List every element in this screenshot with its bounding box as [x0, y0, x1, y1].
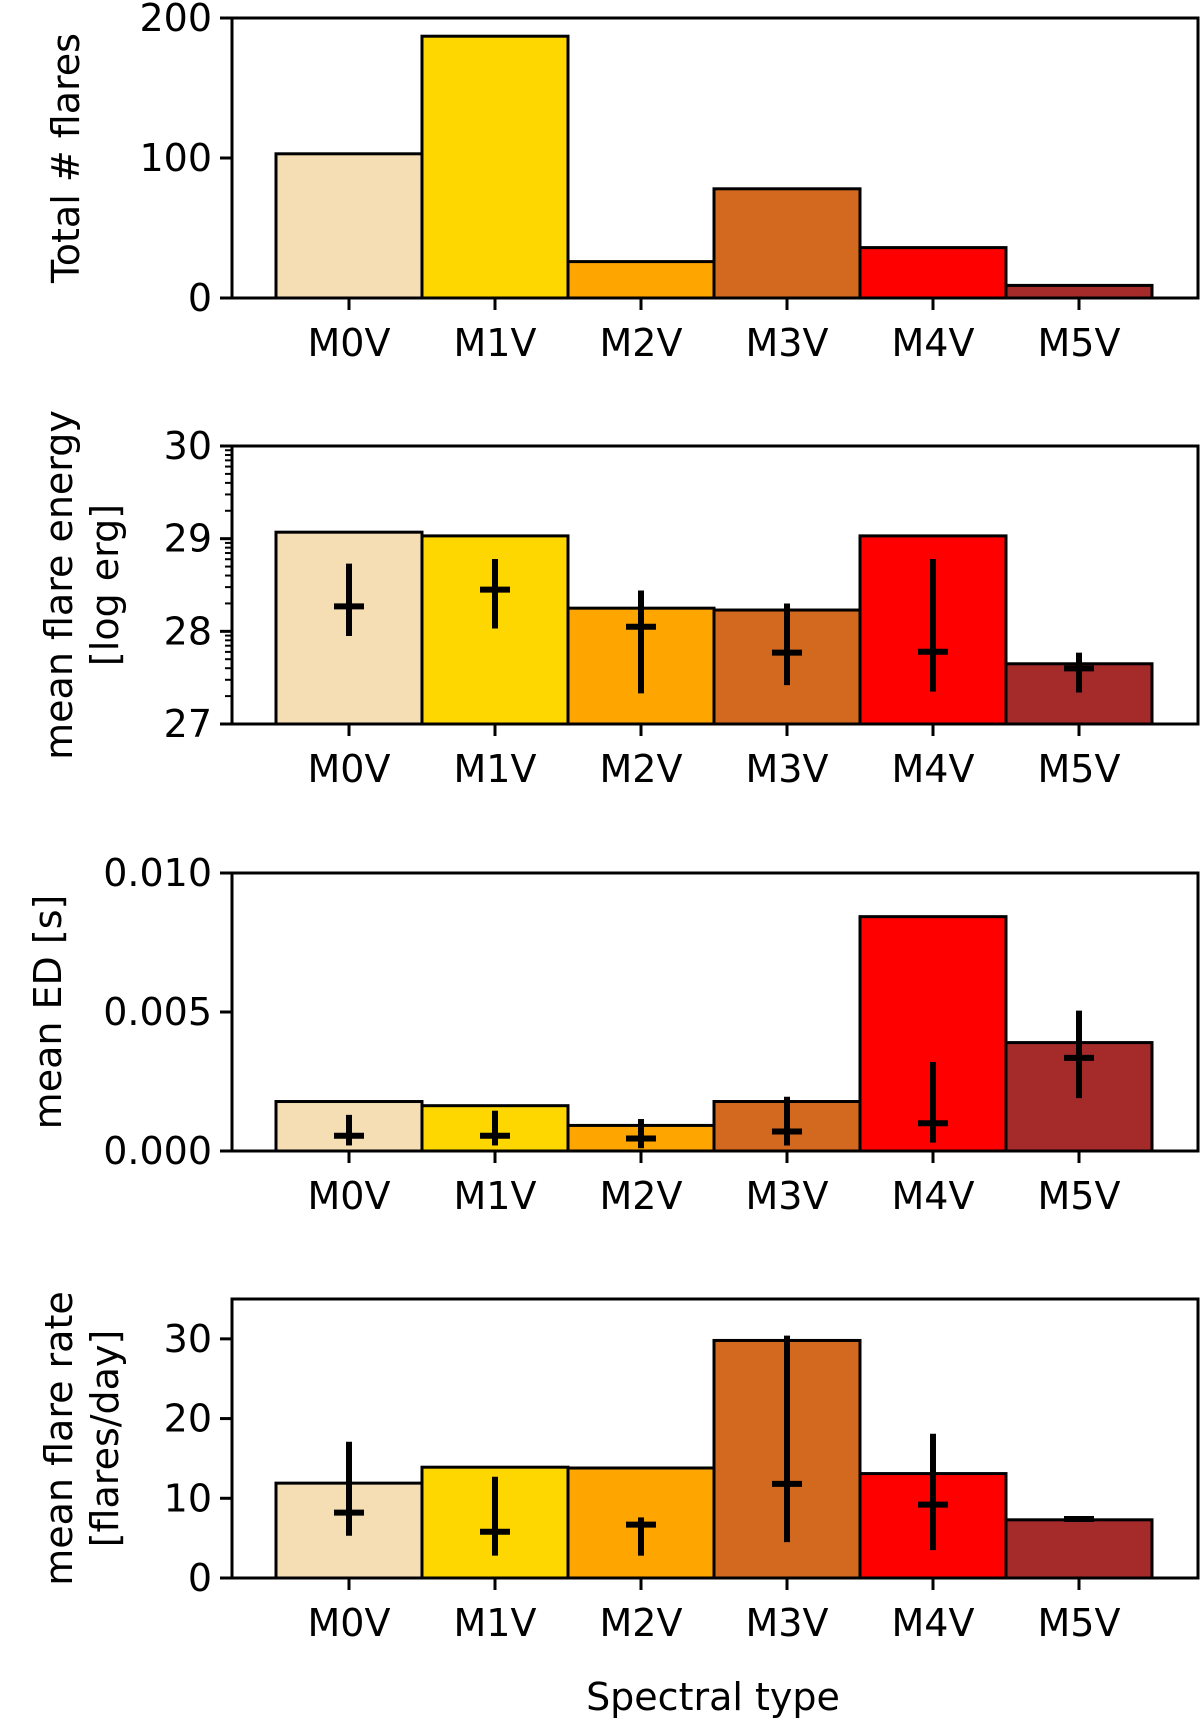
panel-2: 27 28 29 30 M0V M1V M2V M3V M4V M5V mean flare ene…	[37, 410, 1200, 791]
y-tick-label: 0.005	[103, 990, 212, 1034]
x-tick-label-m5v: M5V	[1038, 747, 1121, 791]
y-tick-label: 28	[164, 609, 212, 653]
x-tick-label-m1v: M1V	[454, 1174, 537, 1218]
axes-frame	[230, 1297, 1200, 1580]
x-axis-label: Spectral type	[586, 1675, 840, 1719]
y-tick-label: 30	[164, 424, 212, 468]
y-axis-label-line: mean flare rate	[37, 1291, 81, 1586]
y-axis-label-line: Total # flares	[44, 33, 88, 284]
x-tick-label-m3v: M3V	[746, 321, 829, 365]
x-tick-label-m0v: M0V	[308, 321, 391, 365]
x-tick-label-m2v: M2V	[600, 1601, 683, 1645]
x-tick-label-m1v: M1V	[454, 321, 537, 365]
x-tick-label-m5v: M5V	[1038, 321, 1121, 365]
x-tick-label-m2v: M2V	[600, 321, 683, 365]
x-tick-label-m4v: M4V	[892, 321, 975, 365]
x-tick-label-m1v: M1V	[454, 1601, 537, 1645]
x-tick-label-m2v: M2V	[600, 747, 683, 791]
x-tick-label-m1v: M1V	[454, 747, 537, 791]
y-tick-label: 27	[164, 702, 212, 746]
y-tick-label: 0	[188, 276, 212, 320]
y-tick-label: 29	[164, 517, 212, 561]
y-tick-label: 30	[164, 1317, 212, 1361]
bar-m5v	[1004, 1518, 1154, 1580]
panel-4: 0 10 20 30 M0V M1V M2V M3V M4V M5V mean flare rate…	[37, 1291, 1200, 1645]
y-axis-label: mean flare energy[log erg]	[37, 410, 127, 760]
y-axis-label: mean ED [s]	[26, 895, 70, 1130]
y-axis-label-line: [log erg]	[83, 504, 127, 666]
y-axis-label-line: mean flare energy	[37, 410, 81, 760]
y-tick-label: 200	[139, 0, 212, 40]
y-axis-label: mean flare rate[flares/day]	[37, 1291, 127, 1586]
y-tick-label: 100	[139, 136, 212, 180]
x-tick-label-m3v: M3V	[746, 747, 829, 791]
panel-3: 0.000 0.005 0.010 M0V M1V M2V M3V M4V M5V mean ED…	[26, 851, 1200, 1218]
panel-1: 0 100 200 M0V M1V M2V M3V M4V M5V Total # flares	[44, 0, 1200, 365]
x-tick-label-m4v: M4V	[892, 1601, 975, 1645]
bar-m2v	[566, 260, 716, 300]
bar-m5v	[1004, 283, 1154, 300]
x-tick-label-m0v: M0V	[308, 1601, 391, 1645]
x-tick-label-m3v: M3V	[746, 1601, 829, 1645]
bar-m1v	[420, 34, 570, 300]
y-tick-label: 0	[188, 1556, 212, 1600]
y-tick-label: 0.010	[103, 851, 212, 895]
x-tick-label-m5v: M5V	[1038, 1174, 1121, 1218]
x-tick-label-m4v: M4V	[892, 1174, 975, 1218]
y-tick-label: 0.000	[103, 1129, 212, 1173]
y-axis-label: Total # flares	[44, 33, 88, 284]
y-axis-label-line: [flares/day]	[83, 1330, 127, 1548]
x-tick-label-m5v: M5V	[1038, 1601, 1121, 1645]
axes-frame	[230, 444, 1200, 726]
x-tick-label-m3v: M3V	[746, 1174, 829, 1218]
bar-m3v	[712, 187, 862, 300]
bar-m0v	[274, 152, 424, 300]
y-tick-label: 10	[164, 1476, 212, 1520]
y-axis-label-line: mean ED [s]	[26, 895, 70, 1130]
x-tick-label-m4v: M4V	[892, 747, 975, 791]
x-tick-label-m0v: M0V	[308, 1174, 391, 1218]
y-tick-label: 20	[164, 1397, 212, 1441]
bar-m4v	[858, 246, 1008, 300]
x-tick-label-m0v: M0V	[308, 747, 391, 791]
x-tick-label-m2v: M2V	[600, 1174, 683, 1218]
